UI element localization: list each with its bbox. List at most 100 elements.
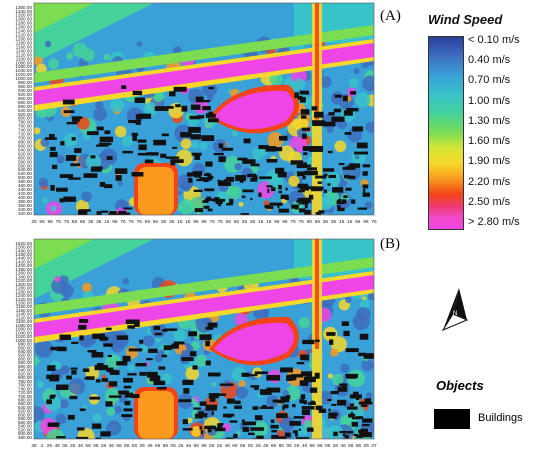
y-tick-label: 620.00 — [18, 151, 32, 156]
x-tick-label: 46 — [147, 443, 153, 449]
y-tick-label: 1020.00 — [15, 334, 32, 339]
legend-item: 1.00 m/s — [468, 95, 511, 107]
y-tick-label: 820.00 — [18, 371, 32, 376]
x-tick-label: 26 — [178, 443, 184, 449]
x-tick-label: 66 — [116, 443, 122, 449]
y-tick-label: 1260.00 — [15, 25, 32, 30]
y-tick-label: 700.00 — [18, 394, 32, 399]
y-tick-label: 980.00 — [18, 80, 32, 85]
x-tick-label: 96 — [112, 219, 118, 225]
y-tick-label: 1440.00 — [15, 256, 32, 261]
y-tick-label: 1480.00 — [15, 248, 32, 253]
legend-item: > 2.80 m/s — [468, 216, 520, 228]
y-tick-label: 720.00 — [18, 390, 32, 395]
x-tick-label: 56 — [153, 219, 159, 225]
y-tick-label: 1280.00 — [15, 286, 32, 291]
wind-map-panel-a: 1360.00 1340.00 1320.00 1300.00 1280.00 1260.… — [0, 0, 378, 232]
y-tick-label: 1120.00 — [16, 315, 33, 320]
y-tick-label: 420.00 — [18, 191, 32, 196]
y-tick-label: 840.00 — [18, 368, 32, 373]
objects-title: Objects — [436, 378, 484, 393]
x-tick-label: 66 — [310, 443, 316, 449]
y-tick-label: 1340.00 — [15, 9, 32, 14]
y-tick-label: 880.00 — [18, 100, 32, 105]
y-tick-label: 1220.00 — [15, 33, 32, 38]
x-tick-label: 76 — [218, 219, 224, 225]
x-tick-label: 56 — [80, 219, 86, 225]
north-letter: N — [453, 311, 457, 317]
wind-map-a: 1360.001340.001320.001300.001280.001260.… — [15, 2, 377, 225]
x-tick-label: 76 — [298, 219, 304, 225]
y-tick-label: 1180.00 — [16, 40, 33, 45]
y-tick-label: 800.00 — [18, 375, 32, 380]
y-tick-label: 540.00 — [18, 424, 32, 429]
y-tick-label: 620.00 — [18, 409, 32, 414]
x-tick-label: 86 — [279, 443, 285, 449]
y-tick-label: 920.00 — [18, 92, 32, 97]
x-tick-label: 16 — [177, 219, 183, 225]
x-tick-label: 06 — [325, 443, 331, 449]
legend-labels: < 0.10 m/s 0.40 m/s 0.70 m/s 1.00 m/s 1.… — [468, 34, 548, 234]
north-arrow-icon: N — [441, 288, 469, 332]
y-tick-label: 740.00 — [18, 128, 32, 133]
x-tick-label: 96 — [201, 219, 207, 225]
x-tick-label: 16 — [104, 219, 110, 225]
y-tick-label: 780.00 — [18, 379, 32, 384]
y-tick-label: 340.00 — [18, 207, 32, 212]
y-tick-label: 940.00 — [18, 88, 32, 93]
x-tick-label: 96 — [274, 219, 280, 225]
x-tick-label: 86 — [163, 443, 169, 449]
legend-item: < 0.10 m/s — [468, 34, 520, 46]
x-tick-label: 76 — [128, 219, 134, 225]
y-tick-label: 640.00 — [18, 405, 32, 410]
y-tick-label: 1100.00 — [16, 319, 33, 324]
buildings-label: Buildings — [478, 412, 523, 424]
y-tick-label: 580.00 — [18, 416, 32, 421]
x-tick-label: 16 — [258, 219, 264, 225]
x-tick-label: 56 — [234, 219, 240, 225]
y-tick-label: 940.00 — [18, 349, 32, 354]
y-tick-label: 1340.00 — [15, 274, 32, 279]
y-tick-label: 1060.00 — [15, 327, 32, 332]
y-tick-label: 960.00 — [18, 84, 32, 89]
y-tick-label: 700.00 — [18, 136, 32, 141]
x-tick-label: 86 — [317, 443, 323, 449]
x-tick-label: 96 — [363, 219, 369, 225]
y-tick-label: 780.00 — [18, 120, 32, 125]
y-tick-label: 900.00 — [18, 96, 32, 101]
y-tick-label: 500.00 — [18, 175, 32, 180]
x-tick-label: 36 — [169, 219, 175, 225]
x-tick-label: 36 — [250, 219, 256, 225]
y-tick-label: 1300.00 — [15, 17, 32, 22]
x-tick-label: 86 — [356, 443, 362, 449]
x-tick-label: 76 — [64, 219, 70, 225]
y-tick-label: 1320.00 — [15, 278, 32, 283]
wind-map-panel-b: 1520.00 1500.00 1480.00 1460.00 1440.00 1420.… — [0, 236, 378, 458]
y-tick-label: 1400.00 — [15, 263, 32, 268]
x-tick-label: 76 — [137, 219, 143, 225]
x-tick-label: 76 — [290, 219, 296, 225]
y-tick-label: 640.00 — [18, 147, 32, 152]
y-tick-label: 760.00 — [18, 383, 32, 388]
y-tick-label: 360.00 — [18, 203, 32, 208]
y-tick-label: 660.00 — [18, 143, 32, 148]
x-tick-label: 46 — [340, 443, 346, 449]
x-tick-label: 06 — [170, 443, 176, 449]
y-tick-label: 600.00 — [18, 412, 32, 417]
x-tick-label: 96 — [282, 219, 288, 225]
x-tick-label: 56 — [307, 219, 313, 225]
legend-item: 1.60 m/s — [468, 135, 511, 147]
x-tick-label: 36 — [96, 219, 102, 225]
x-tick-label: 56 — [145, 219, 151, 225]
y-tick-label: 380.00 — [18, 199, 32, 204]
legend-title: Wind Speed — [428, 12, 503, 27]
legend-item: 2.20 m/s — [468, 176, 511, 188]
y-tick-label: 680.00 — [18, 139, 32, 144]
y-tick-label: 440.00 — [18, 187, 32, 192]
x-tick-label: 46 — [263, 443, 269, 449]
y-tick-label: 480.00 — [18, 435, 32, 440]
x-tick-label: 86 — [124, 443, 130, 449]
legend-item: 0.40 m/s — [468, 54, 511, 66]
legend-item: 1.30 m/s — [468, 115, 511, 127]
y-tick-label: 860.00 — [18, 364, 32, 369]
